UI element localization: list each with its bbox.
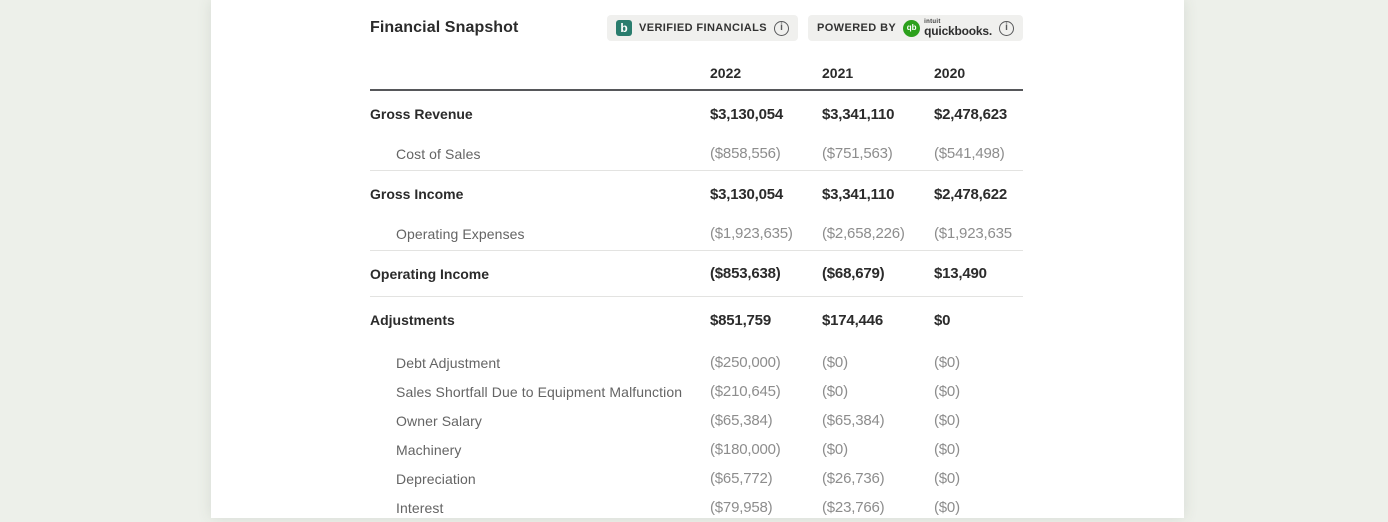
financial-snapshot-section: Financial Snapshot b VERIFIED FINANCIALS… xyxy=(370,14,1023,522)
row-value: ($68,679) xyxy=(822,265,885,282)
row-label: Sales Shortfall Due to Equipment Malfunc… xyxy=(396,383,683,400)
row-value: $3,130,054 xyxy=(710,105,784,123)
row-label: Operating Expenses xyxy=(396,225,525,242)
row-label: Debt Adjustment xyxy=(396,354,501,371)
row-label: Owner Salary xyxy=(396,412,483,429)
row-label: Machinery xyxy=(396,441,462,458)
table-row: Depreciation ($65,772) ($26,736) ($0) xyxy=(370,464,1023,493)
row-value: ($0) xyxy=(934,354,960,371)
section-header: Financial Snapshot b VERIFIED FINANCIALS… xyxy=(370,14,1023,42)
row-value: ($23,766) xyxy=(822,499,885,516)
row-value: ($858,556) xyxy=(710,145,781,162)
table-body: Gross Revenue $3,130,054 $3,341,110 $2,4… xyxy=(370,91,1023,522)
table-row: Sales Shortfall Due to Equipment Malfunc… xyxy=(370,377,1023,406)
table-row: Gross Revenue $3,130,054 $3,341,110 $2,4… xyxy=(370,91,1023,137)
row-value: $2,478,622 xyxy=(934,185,1008,203)
column-header-2021: 2021 xyxy=(822,64,854,81)
row-value: $3,341,110 xyxy=(822,185,895,203)
row-value: ($0) xyxy=(934,383,960,400)
table-row: Operating Expenses ($1,923,635) ($2,658,… xyxy=(370,217,1023,251)
page-title: Financial Snapshot xyxy=(370,19,519,36)
table-row: Operating Income ($853,638) ($68,679) $1… xyxy=(370,251,1023,297)
row-label: Adjustments xyxy=(370,312,455,328)
row-value: ($0) xyxy=(822,354,848,371)
row-value: ($0) xyxy=(934,470,960,487)
row-value: ($1,923,635 xyxy=(934,225,1012,242)
quickbooks-wordmark: intuit quickbooks. xyxy=(924,19,992,37)
row-value: ($0) xyxy=(822,383,848,400)
powered-by-quickbooks-badge: POWERED BY qb intuit quickbooks. i xyxy=(807,15,1023,41)
row-label: Cost of Sales xyxy=(396,145,481,162)
table-row: Cost of Sales ($858,556) ($751,563) ($54… xyxy=(370,137,1023,171)
row-value: ($0) xyxy=(934,412,960,429)
row-value: ($26,736) xyxy=(822,470,885,487)
table-row: Interest ($79,958) ($23,766) ($0) xyxy=(370,493,1023,522)
row-value: $13,490 xyxy=(934,265,987,282)
column-header-2022: 2022 xyxy=(710,64,742,81)
row-value: ($79,958) xyxy=(710,499,773,516)
row-value: $2,478,623 xyxy=(934,105,1008,123)
row-value: ($65,384) xyxy=(822,412,885,429)
column-header-2020: 2020 xyxy=(934,64,966,81)
table-row: Owner Salary ($65,384) ($65,384) ($0) xyxy=(370,406,1023,435)
verified-financials-badge: b VERIFIED FINANCIALS i xyxy=(606,15,798,41)
table-row: Debt Adjustment ($250,000) ($0) ($0) xyxy=(370,348,1023,377)
row-value: ($853,638) xyxy=(710,265,781,282)
badges-group: b VERIFIED FINANCIALS i POWERED BY qb in… xyxy=(606,15,1023,41)
row-label: Operating Income xyxy=(370,265,490,282)
content-panel: Financial Snapshot b VERIFIED FINANCIALS… xyxy=(211,0,1184,518)
row-value: ($65,772) xyxy=(710,470,773,487)
table-row: Machinery ($180,000) ($0) ($0) xyxy=(370,435,1023,464)
row-value: ($180,000) xyxy=(710,441,781,458)
baton-logo-icon: b xyxy=(615,20,632,36)
table-header-row: 2022 2021 2020 xyxy=(370,56,1023,91)
row-label: Gross Revenue xyxy=(370,106,473,122)
row-label: Interest xyxy=(396,499,444,516)
row-value: ($751,563) xyxy=(822,145,893,162)
powered-by-label: POWERED BY xyxy=(816,22,897,34)
row-value: ($2,658,226) xyxy=(822,225,905,242)
row-value: ($0) xyxy=(822,441,848,458)
table-row: Gross Income $3,130,054 $3,341,110 $2,47… xyxy=(370,171,1023,217)
financial-table: 2022 2021 2020 Gross Revenue $3,130,054 … xyxy=(370,56,1023,522)
row-value: ($250,000) xyxy=(710,354,781,371)
row-value: ($0) xyxy=(934,441,960,458)
row-label: Gross Income xyxy=(370,186,464,202)
row-value: $851,759 xyxy=(710,311,771,329)
row-value: $174,446 xyxy=(822,311,883,329)
quickbooks-name: quickbooks. xyxy=(924,24,992,38)
info-icon[interactable]: i xyxy=(999,20,1014,36)
table-row: Adjustments $851,759 $174,446 $0 xyxy=(370,297,1023,343)
verified-financials-label: VERIFIED FINANCIALS xyxy=(638,22,767,34)
row-value: $3,130,054 xyxy=(710,185,784,203)
info-icon[interactable]: i xyxy=(773,20,789,36)
row-value: ($0) xyxy=(934,499,960,516)
row-label: Depreciation xyxy=(396,470,476,487)
row-value: ($210,645) xyxy=(710,383,781,400)
row-value: ($541,498) xyxy=(934,145,1005,162)
row-value: ($1,923,635) xyxy=(710,225,793,242)
quickbooks-logo-icon: qb xyxy=(903,19,921,37)
row-value: $3,341,110 xyxy=(822,105,895,123)
intuit-wordmark: intuit xyxy=(924,19,941,25)
row-value: ($65,384) xyxy=(710,412,773,429)
row-value: $0 xyxy=(934,311,951,329)
